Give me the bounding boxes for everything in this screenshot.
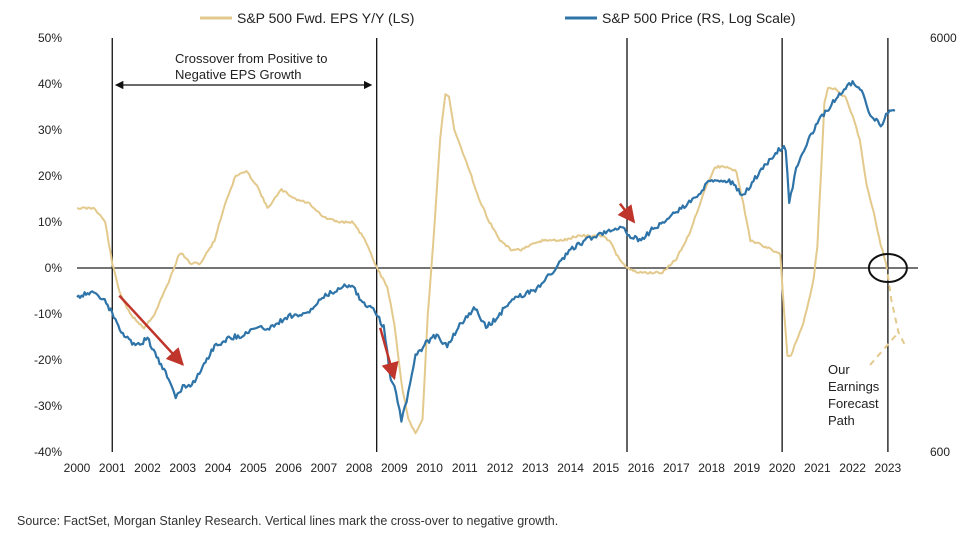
left-tick-label: -40% [34,445,62,459]
x-tick-label: 2023 [875,461,902,475]
forecast-annotation-line1: Our [828,362,850,377]
sp500-price-line [76,80,896,423]
x-axis: 2000 2001 2002 2003 2004 2005 2006 2007 2008 2009… [64,461,902,475]
forecast-annotation-line4: Path [828,413,855,428]
left-tick-label: 40% [38,77,62,91]
red-arrow [118,294,184,366]
x-tick-label: 2014 [557,461,584,475]
left-tick-label: 30% [38,123,62,137]
x-tick-label: 2020 [769,461,796,475]
x-tick-label: 2005 [240,461,267,475]
x-tick-label: 2007 [310,461,337,475]
forecast-path-line [885,263,907,347]
vertical-lines [111,38,889,452]
legend-label-price: S&P 500 Price (RS, Log Scale) [602,10,796,26]
left-tick-label: 0% [45,261,63,275]
x-tick-label: 2012 [487,461,514,475]
forecast-circle-marker [867,253,908,283]
right-tick-label: 600 [930,445,950,459]
crossover-annotation-line2: Negative EPS Growth [175,67,301,82]
legend: S&P 500 Fwd. EPS Y/Y (LS) S&P 500 Price … [200,10,796,26]
left-tick-label: 20% [38,169,62,183]
x-tick-label: 2010 [416,461,443,475]
x-tick-label: 2008 [346,461,373,475]
x-tick-label: 2000 [64,461,91,475]
forecast-annotation-line3: Forecast [828,396,879,411]
x-tick-label: 2009 [381,461,408,475]
red-arrow [617,202,636,224]
x-tick-label: 2013 [522,461,549,475]
x-tick-label: 2017 [663,461,690,475]
x-tick-label: 2006 [275,461,302,475]
right-tick-label: 6000 [930,31,957,45]
source-note: Source: FactSet, Morgan Stanley Research… [17,514,559,528]
right-axis: 6000 600 [930,31,957,459]
x-tick-label: 2022 [839,461,866,475]
x-tick-label: 2011 [452,461,478,475]
x-tick-label: 2018 [698,461,725,475]
x-tick-label: 2003 [169,461,196,475]
red-arrow [379,327,399,381]
left-tick-label: -10% [34,307,62,321]
left-tick-label: -20% [34,353,62,367]
x-tick-label: 2015 [592,461,619,475]
x-tick-label: 2002 [134,461,161,475]
forecast-annotation-line2: Earnings [828,379,880,394]
left-tick-label: 50% [38,31,62,45]
forecast-pointer-line [869,331,900,366]
x-tick-label: 2016 [628,461,655,475]
annotation-arrows [114,80,636,381]
left-tick-label: 10% [38,215,62,229]
x-tick-label: 2021 [804,461,831,475]
series-layer [76,80,908,435]
legend-label-eps: S&P 500 Fwd. EPS Y/Y (LS) [237,10,414,26]
x-tick-label: 2019 [734,461,761,475]
annotations: Crossover from Positive to Negative EPS … [175,51,880,428]
left-tick-label: -30% [34,399,62,413]
crossover-annotation-line1: Crossover from Positive to [175,51,327,66]
eps-yoy-line [76,86,888,435]
x-tick-label: 2004 [205,461,232,475]
left-axis: 50% 40% 30% 20% 10% 0% -10% -20% -30% -40% [34,31,62,459]
x-tick-label: 2001 [99,461,126,475]
